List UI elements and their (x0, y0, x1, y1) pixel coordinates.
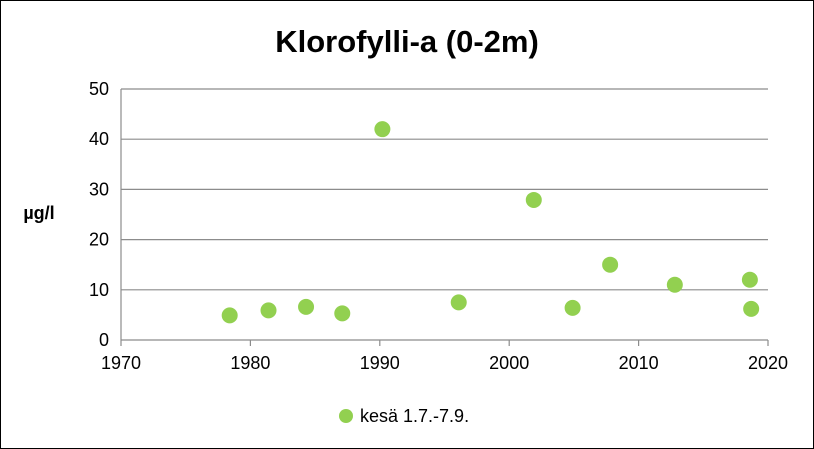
x-tick-label-2000: 2000 (489, 353, 529, 373)
y-tick-labels: 0 10 20 30 40 50 (89, 79, 109, 350)
data-point-11 (741, 271, 758, 288)
y-tick-label-40: 40 (89, 129, 109, 149)
data-point-10 (666, 276, 683, 293)
x-tick-labels: 1970 1980 1990 2000 2010 2020 (101, 353, 788, 373)
data-point-3 (298, 298, 315, 315)
x-tick-label-1990: 1990 (360, 353, 400, 373)
data-point-7 (525, 191, 542, 208)
axes (120, 89, 769, 346)
chart-title: Klorofylli-a (0-2m) (275, 24, 539, 59)
data-point-6 (450, 294, 467, 311)
data-point-5 (374, 121, 391, 138)
data-point-9 (602, 256, 619, 273)
legend-label: kesä 1.7.-7.9. (360, 406, 469, 426)
y-axis-label: µg/l (23, 203, 54, 223)
y-tick-label-0: 0 (99, 330, 109, 350)
data-point-1 (221, 307, 238, 324)
y-tick-label-10: 10 (89, 280, 109, 300)
x-tick-label-1970: 1970 (101, 353, 141, 373)
legend-marker (339, 409, 353, 423)
x-tick-label-2010: 2010 (619, 353, 659, 373)
legend: kesä 1.7.-7.9. (339, 406, 469, 426)
y-tick-label-20: 20 (89, 230, 109, 250)
y-tick-label-50: 50 (89, 79, 109, 99)
y-tick-label-30: 30 (89, 179, 109, 199)
x-tick-label-1980: 1980 (230, 353, 270, 373)
data-point-8 (564, 299, 581, 316)
data-point-4 (334, 305, 351, 322)
data-point-12 (743, 300, 760, 317)
data-points (221, 121, 760, 324)
data-point-2 (260, 302, 277, 319)
x-tick-label-2020: 2020 (748, 353, 788, 373)
gridlines (121, 88, 768, 291)
